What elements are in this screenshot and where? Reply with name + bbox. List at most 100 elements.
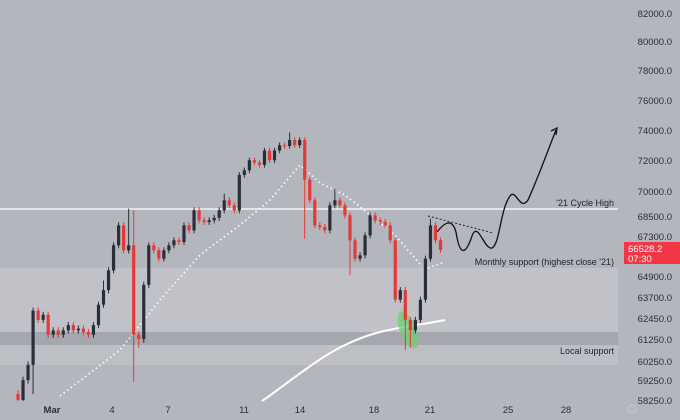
candle-body	[323, 227, 327, 231]
candle-body	[101, 290, 106, 305]
candle-body	[338, 200, 342, 206]
candle-body	[358, 255, 362, 259]
arrow-head-icon	[550, 126, 558, 136]
price-axis[interactable]: 82000.0 80000.0 78000.0 76000.0 74000.0 72000…	[638, 9, 672, 407]
candle-body	[288, 140, 292, 146]
candle-body	[232, 205, 236, 211]
local-support-zone	[0, 332, 618, 345]
moving-average-dotted	[59, 163, 421, 397]
candle-body	[438, 240, 443, 250]
projection-path[interactable]	[436, 129, 557, 252]
candle-body	[217, 210, 221, 218]
candle-body	[393, 240, 397, 300]
candle-body	[26, 364, 30, 381]
candle-body	[398, 290, 402, 300]
candle-body	[61, 330, 65, 335]
price-tick-label: 80000.0	[638, 37, 672, 48]
monthly-support-zone	[0, 268, 618, 332]
candle-body	[127, 245, 131, 251]
price-tick-label: 59250.0	[638, 376, 672, 387]
price-tick-label: 74000.0	[638, 126, 672, 137]
candle-body	[197, 210, 201, 221]
price-tick-label: 82000.0	[638, 9, 672, 20]
candle-body	[187, 225, 191, 231]
price-tick-label: 72000.0	[638, 156, 672, 167]
candle-body	[91, 325, 96, 335]
candle-body	[76, 328, 80, 331]
descending-trendline[interactable]	[427, 215, 494, 234]
candle-body	[106, 270, 111, 291]
candle-body	[328, 205, 332, 231]
candle-body	[157, 250, 161, 259]
candle-body	[418, 299, 422, 320]
candle-body	[182, 225, 186, 242]
price-tick-label: 68500.0	[638, 212, 672, 223]
candle-body	[247, 160, 251, 171]
candle-body	[227, 200, 231, 206]
local-support-lower-zone	[0, 345, 618, 365]
candle-body	[71, 325, 75, 331]
candle-body	[363, 235, 367, 256]
date-tick-label: 25	[503, 405, 514, 416]
candle-body	[172, 240, 176, 246]
candle-body	[423, 258, 428, 300]
candle-body	[272, 150, 277, 161]
candle-body	[212, 217, 216, 221]
candle-body	[142, 284, 146, 340]
price-tick-label: 64900.0	[638, 272, 672, 283]
price-tick-label: 76000.0	[638, 96, 672, 107]
price-tick-label: 70000.0	[638, 187, 672, 198]
candle-body	[333, 200, 337, 206]
candle-body	[16, 394, 20, 400]
candle-body	[383, 222, 387, 226]
candle-body	[122, 225, 126, 251]
moving-average-dotted-tail	[427, 261, 446, 269]
highlight-ellipse	[397, 311, 419, 349]
candle-body	[242, 170, 246, 175]
candle-body	[257, 162, 262, 165]
last-price-value: 66528.2	[628, 244, 662, 255]
price-tick-label: 58250.0	[638, 396, 672, 407]
last-price-badge	[624, 242, 680, 264]
candle-body	[353, 240, 357, 259]
candle-body	[111, 245, 116, 271]
candle-body	[282, 145, 287, 147]
candle-body	[313, 200, 317, 226]
candle-body	[298, 140, 302, 146]
candle-body	[433, 225, 438, 241]
date-tick-label: 18	[369, 405, 380, 416]
candle-body	[51, 330, 55, 335]
candle-body	[147, 245, 151, 285]
price-tick-label: 63700.0	[638, 293, 672, 304]
candle-body	[56, 330, 60, 335]
date-tick-label: 7	[165, 405, 170, 416]
cycle-high-label: '21 Cycle High	[556, 198, 614, 208]
candle-body	[413, 319, 417, 331]
moving-average-solid	[261, 319, 446, 402]
candle-body	[348, 215, 352, 241]
date-tick-label: 21	[425, 405, 436, 416]
settings-icon[interactable]	[627, 404, 637, 414]
candle-body	[31, 310, 35, 365]
price-tick-label: 67300.0	[638, 232, 672, 243]
candle-body	[222, 200, 226, 211]
time-axis[interactable]: Mar 4 7 11 14 18 21 25 28	[44, 405, 572, 416]
candle-body	[262, 150, 267, 165]
candle-body	[132, 245, 136, 335]
candle-body	[318, 225, 322, 227]
price-tick-label: 78000.0	[638, 66, 672, 77]
candle-body	[303, 140, 307, 180]
candle-body	[252, 160, 257, 163]
candle-body	[46, 314, 50, 335]
candle-body	[373, 215, 377, 221]
candle-body	[237, 174, 241, 211]
candle-body	[41, 314, 45, 320]
candle-body	[293, 140, 297, 146]
candles-group	[16, 132, 443, 401]
candle-body	[403, 290, 407, 320]
candle-body	[86, 332, 91, 335]
candle-body	[308, 179, 312, 201]
date-tick-label: 11	[239, 405, 249, 416]
